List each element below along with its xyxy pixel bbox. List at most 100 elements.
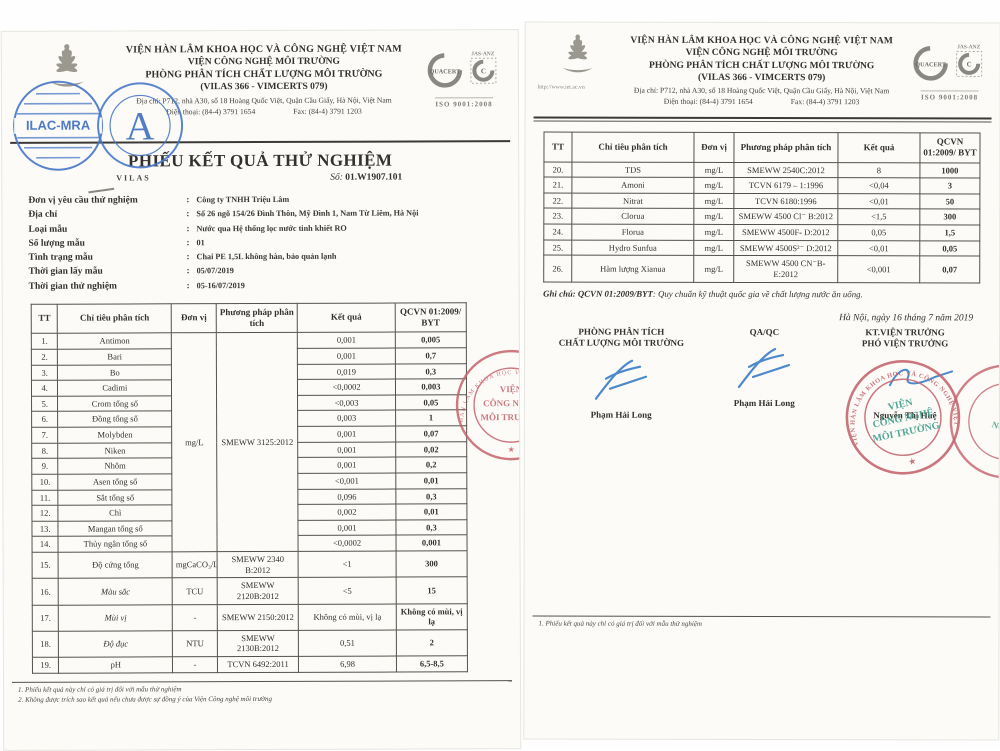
cell-tt: 23. [544,208,572,224]
org-address: Địa chỉ: P712, nhà A30, số 18 Hoàng Quốc… [108,95,420,106]
cell-limit: 300 [396,551,467,577]
institute-lotus-logo [552,31,604,79]
cell-method: TCVN 6180:1996 [734,193,838,209]
cell-limit: 15 [396,577,467,603]
note-line: Ghi chú: QCVN 01:2009/BYT: Quy chuẩn kỹ … [543,288,999,299]
cell-unit: mg/L [694,224,734,240]
cell-method: SMEWW 4500 CN⁻B-E:2012 [734,256,838,282]
cell-tt: 5. [32,396,58,412]
cell-unit: mgCaCO₃/L [172,552,217,578]
cell-parameter: Clorua [572,208,694,224]
cell-limit: 2 [396,630,467,656]
cell-limit: 1000 [920,162,980,178]
svg-text:QUACERT: QUACERT [915,61,947,68]
cell-result: 0,001 [298,442,396,458]
cell-parameter: Florua [572,224,694,240]
org-line-2: VIỆN CÔNG NGHỆ MÔI TRƯỜNG [108,55,420,68]
signature-block-qaqc: QA/QC Phạm Hải Long [707,326,821,420]
cell-method: SMEWW 2340 B:2012 [217,551,298,578]
org-line-2: VIỆN CÔNG NGHỆ MÔI TRƯỜNG [614,47,910,60]
info-value: 05/07/2019 [197,264,234,278]
cell-result: 0,002 [298,504,396,520]
org-phone: Điện thoại: (84-4) 3791 1654 [166,107,255,117]
svg-text:CÔNG NGHỆ: CÔNG NGHỆ [483,398,521,408]
svg-text:C: C [967,60,972,68]
column-header: Phương pháp phân tích [734,132,838,162]
cell-method: SMEWW 4500S²⁻ D:2012 [734,240,838,256]
svg-text:★: ★ [508,445,515,454]
institute-url: http://www.iet.ac.vn [538,85,585,91]
org-fax: Fax: (84-4) 3791 1203 [293,106,362,116]
svg-text:★: ★ [907,456,917,467]
svg-text:MÔI TRƯỜNG: MÔI TRƯỜNG [871,418,940,445]
cell-tt: 21. [544,177,572,193]
cell-unit: - [172,604,217,630]
cell-tt: 17. [32,605,59,631]
cell-result: <1,5 [838,209,920,225]
column-header: Kết quả [297,303,395,333]
header-rule-left [10,140,510,144]
info-label: Loại mẫu [28,222,186,237]
cell-parameter: Bo [58,364,172,380]
cell-result: <0,001 [838,256,920,282]
iso-9001-label: ISO 9001:2008 [921,90,978,101]
svg-text:NGHỆ: NGHỆ [991,419,1000,437]
svg-text:C: C [481,67,486,75]
document-page-left: VIỆN HÀN LÂM KHOA HỌC VÀ CÔNG NGHỆ VIỆT … [1,29,522,751]
svg-text:JAS-ANZ: JAS-ANZ [957,44,981,50]
info-colon: : [187,264,197,278]
cell-unit: mg/L [694,209,734,225]
cell-parameter: Hydro Sunfua [572,240,694,256]
cell-parameter: Thủy ngân tổng số [58,536,172,552]
info-label: Tình trạng mẫu [29,250,187,265]
cell-tt: 20. [544,162,572,178]
cell-tt: 22. [544,193,572,209]
footnotes-left: 1. Phiếu kết quả này chỉ có giá trị đối … [18,683,520,705]
cell-result: 6,98 [299,656,397,672]
cell-parameter: Mangan tổng số [58,521,172,537]
cell-limit: 0,3 [396,488,467,504]
cell-method: SMEWW 2120B:2012 [217,578,298,605]
info-label: Thời gian thử nghiệm [29,279,187,294]
org-line-4: (VILAS 366 - VIMCERTS 079) [614,72,910,85]
column-header: TT [31,304,58,334]
cell-result: 0,001 [298,348,396,364]
org-line-4: (VILAS 366 - VIMCERTS 079) [108,81,420,94]
cell-method: TCVN 6492:2011 [217,656,298,672]
signature-block-lab: PHÒNG PHÂN TÍCH CHẤT LƯỢNG MÔI TRƯỜNG Ph… [535,326,708,420]
cell-limit: 0,2 [396,457,467,473]
info-value: 05-16/07/2019 [197,279,245,293]
cell-result: <1 [298,551,396,578]
header-left: VIỆN HÀN LÂM KHOA HỌC VÀ CÔNG NGHỆ VIỆT … [12,38,508,140]
info-value: Công ty TNHH Triệu Lâm [196,193,289,208]
cell-parameter: Bari [58,349,172,365]
info-label: Thời gian lấy mẫu [29,265,187,280]
signature-block-director: KT.VIỆN TRƯỞNG PHÓ VIỆN TRƯỞNG Nguyễn Th… [821,327,989,421]
cell-parameter: Molybden [58,427,172,443]
cell-tt: 8. [32,443,58,459]
header-rule-right [534,117,992,123]
cell-unit: mg/L [694,162,734,178]
document-page-right: http://www.iet.ac.vn VIỆN HÀN LÂM KHOA H… [523,22,1000,741]
column-header: Đơn vị [694,132,734,162]
cell-parameter: Antimon [58,333,172,349]
cell-limit: 1,5 [920,225,980,241]
cell-limit: 0,07 [920,256,980,282]
cell-limit: 1 [395,410,466,426]
cell-unit: - [173,657,218,673]
cell-tt: 9. [32,458,58,474]
quacert-jasanz-logos: JAS-ANZ QUACERT C [911,41,989,81]
cell-tt: 14. [32,537,58,553]
info-colon: : [186,222,196,236]
info-colon: : [186,236,196,250]
cell-tt: 11. [32,490,58,506]
column-header: TT [544,132,572,162]
signature-row: PHÒNG PHÂN TÍCH CHẤT LƯỢNG MÔI TRƯỜNG Ph… [535,326,989,420]
org-address: Địa chỉ: P712, nhà A30, số 18 Hoàng Quốc… [614,86,910,96]
cell-parameter: pH [59,657,173,673]
cell-unit: mg/L [694,256,734,282]
